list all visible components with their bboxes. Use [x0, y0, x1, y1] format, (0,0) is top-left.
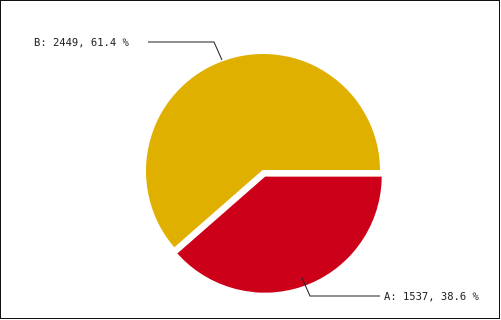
pie-slice-b [144, 52, 383, 251]
slice-label-b: B: 2449, 61.4 % [34, 37, 130, 49]
slice-label-a: A: 1537, 38.6 % [384, 291, 480, 303]
leader-line-b [148, 41, 223, 61]
pie-slices [144, 52, 384, 295]
leader-lines [148, 41, 380, 297]
pie-slice-a [174, 174, 384, 295]
leader-line-a [301, 277, 380, 297]
